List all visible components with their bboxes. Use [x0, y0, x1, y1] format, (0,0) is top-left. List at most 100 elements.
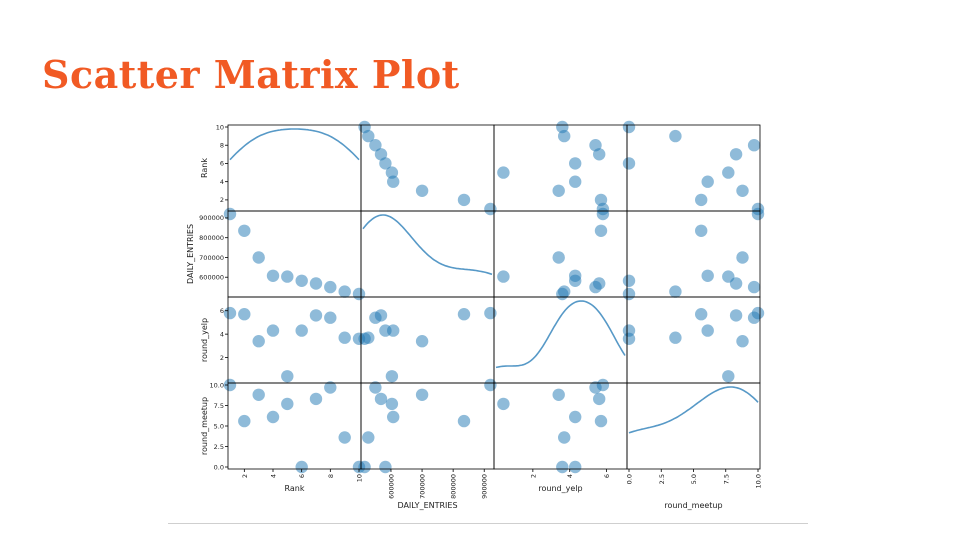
y-tick-label: 800000: [199, 234, 224, 242]
point-rank-vs-round-meetup-7: [747, 139, 761, 152]
point-daily-entries-vs-round-yelp-2: [552, 251, 565, 264]
point-rank-vs-daily-entries-0: [484, 202, 497, 216]
y-tick-label: 2: [220, 354, 224, 362]
point-round-yelp-vs-round-meetup-2: [736, 335, 749, 348]
point-round-meetup-vs-daily-entries-7: [369, 381, 382, 394]
y-tick-label: 0.0: [214, 463, 224, 471]
x-tick-label: 10: [356, 474, 364, 482]
point-rank-vs-round-yelp-3: [569, 175, 582, 188]
point-round-yelp-vs-rank-1: [238, 308, 251, 321]
x-tick-label: 2: [529, 474, 537, 478]
point-daily-entries-vs-rank-3: [266, 269, 280, 282]
point-round-meetup-vs-rank-2: [252, 388, 265, 401]
point-daily-entries-vs-round-meetup-6: [729, 277, 743, 290]
point-round-meetup-vs-rank-0: [223, 378, 237, 392]
point-round-meetup-vs-round-yelp-1: [594, 414, 608, 428]
x-tick-label: 5.0: [690, 474, 698, 484]
panel-frame: [626, 382, 761, 470]
point-daily-entries-vs-round-meetup-0: [751, 207, 765, 221]
x-tick-label: 2.5: [658, 474, 666, 484]
footer-divider: [168, 523, 808, 524]
point-rank-vs-round-yelp-1: [594, 193, 608, 207]
point-round-meetup-vs-rank-3: [266, 410, 280, 424]
point-round-meetup-vs-rank-6: [309, 392, 323, 406]
point-round-meetup-vs-rank-4: [281, 397, 294, 411]
point-round-meetup-vs-daily-entries-8: [362, 431, 375, 444]
point-round-yelp-vs-round-meetup-8: [669, 331, 682, 344]
point-round-meetup-vs-round-yelp-9: [556, 460, 569, 474]
point-daily-entries-vs-round-meetup-3: [701, 269, 714, 282]
point-round-yelp-vs-daily-entries-4: [385, 370, 399, 383]
point-rank-vs-round-meetup-5: [622, 157, 636, 170]
point-round-yelp-vs-rank-6: [309, 309, 323, 322]
point-round-meetup-vs-round-yelp-2: [552, 388, 565, 401]
point-round-meetup-vs-daily-entries-6: [374, 392, 388, 406]
point-rank-vs-round-meetup-6: [729, 148, 743, 161]
x-tick-label: 600000: [388, 474, 396, 499]
point-daily-entries-vs-round-yelp-1: [594, 224, 608, 237]
point-round-yelp-vs-rank-2: [252, 335, 265, 348]
point-round-yelp-vs-daily-entries-2: [415, 335, 429, 348]
y-tick-label: 600000: [199, 274, 224, 282]
point-round-yelp-vs-daily-entries-7: [369, 311, 382, 324]
point-round-meetup-vs-rank-1: [238, 414, 251, 428]
kde-curve-rank: [229, 128, 360, 161]
point-round-meetup-vs-round-yelp-3: [569, 410, 582, 424]
point-round-yelp-vs-rank-4: [281, 370, 294, 383]
point-daily-entries-vs-rank-8: [338, 285, 351, 298]
x-tick-label: 2: [241, 474, 249, 478]
point-rank-vs-round-meetup-8: [669, 129, 682, 143]
y-axis-label: Rank: [200, 158, 209, 178]
x-tick-label: 8: [327, 474, 335, 478]
y-tick-label: 8: [220, 142, 224, 150]
point-rank-vs-round-yelp-5: [569, 157, 582, 170]
point-round-yelp-vs-rank-3: [266, 324, 280, 337]
y-tick-label: 10.0: [210, 381, 224, 389]
point-round-meetup-vs-daily-entries-9: [358, 460, 371, 474]
point-daily-entries-vs-round-meetup-8: [669, 285, 682, 298]
point-daily-entries-vs-round-meetup-7: [747, 280, 761, 294]
y-tick-label: 6: [220, 160, 224, 168]
point-round-meetup-vs-round-yelp-5: [569, 460, 582, 474]
y-axis-label: round_meetup: [200, 397, 209, 455]
point-round-meetup-vs-daily-entries-1: [457, 414, 471, 428]
point-rank-vs-round-yelp-4: [497, 166, 510, 179]
y-tick-label: 4: [220, 330, 224, 338]
point-daily-entries-vs-round-yelp-7: [589, 280, 602, 294]
point-round-yelp-vs-daily-entries-1: [457, 308, 471, 321]
y-tick-label: 900000: [199, 214, 224, 222]
point-round-meetup-vs-daily-entries-3: [387, 410, 400, 424]
point-rank-vs-daily-entries-6: [374, 148, 388, 161]
x-tick-label: 800000: [450, 474, 458, 499]
point-round-yelp-vs-rank-8: [338, 331, 351, 344]
point-rank-vs-daily-entries-2: [415, 184, 429, 197]
point-rank-vs-daily-entries-9: [358, 120, 371, 134]
point-rank-vs-round-meetup-4: [722, 166, 735, 179]
point-daily-entries-vs-round-meetup-9: [622, 287, 636, 301]
x-axis-label: DAILY_ENTRIES: [397, 501, 457, 510]
x-tick-label: 4: [566, 474, 574, 478]
x-tick-label: 6: [603, 474, 611, 478]
x-axis-label: round_meetup: [664, 501, 722, 510]
panel-frame: [493, 296, 628, 384]
panel-frame: [626, 124, 761, 212]
slide-title: Scatter Matrix Plot: [42, 52, 460, 97]
x-axis-label: round_yelp: [538, 484, 582, 493]
point-rank-vs-daily-entries-7: [369, 139, 382, 152]
point-round-yelp-vs-round-meetup-1: [695, 308, 708, 321]
point-round-yelp-vs-daily-entries-0: [484, 306, 497, 320]
point-round-yelp-vs-round-meetup-4: [722, 370, 735, 383]
y-axis-label: DAILY_ENTRIES: [186, 224, 195, 284]
point-daily-entries-vs-rank-9: [352, 287, 366, 301]
point-daily-entries-vs-round-meetup-2: [736, 251, 749, 264]
point-round-yelp-vs-daily-entries-9: [358, 332, 371, 345]
point-rank-vs-round-meetup-1: [695, 193, 708, 207]
y-tick-label: 10: [216, 123, 224, 131]
point-daily-entries-vs-round-yelp-0: [596, 207, 610, 221]
x-tick-label: 0.0: [626, 474, 634, 484]
kde-curve-round-meetup: [628, 386, 759, 434]
x-tick-label: 6: [298, 474, 306, 478]
panel-frame: [227, 124, 362, 212]
point-round-meetup-vs-round-yelp-8: [558, 431, 571, 444]
y-tick-label: 2.5: [214, 443, 224, 451]
